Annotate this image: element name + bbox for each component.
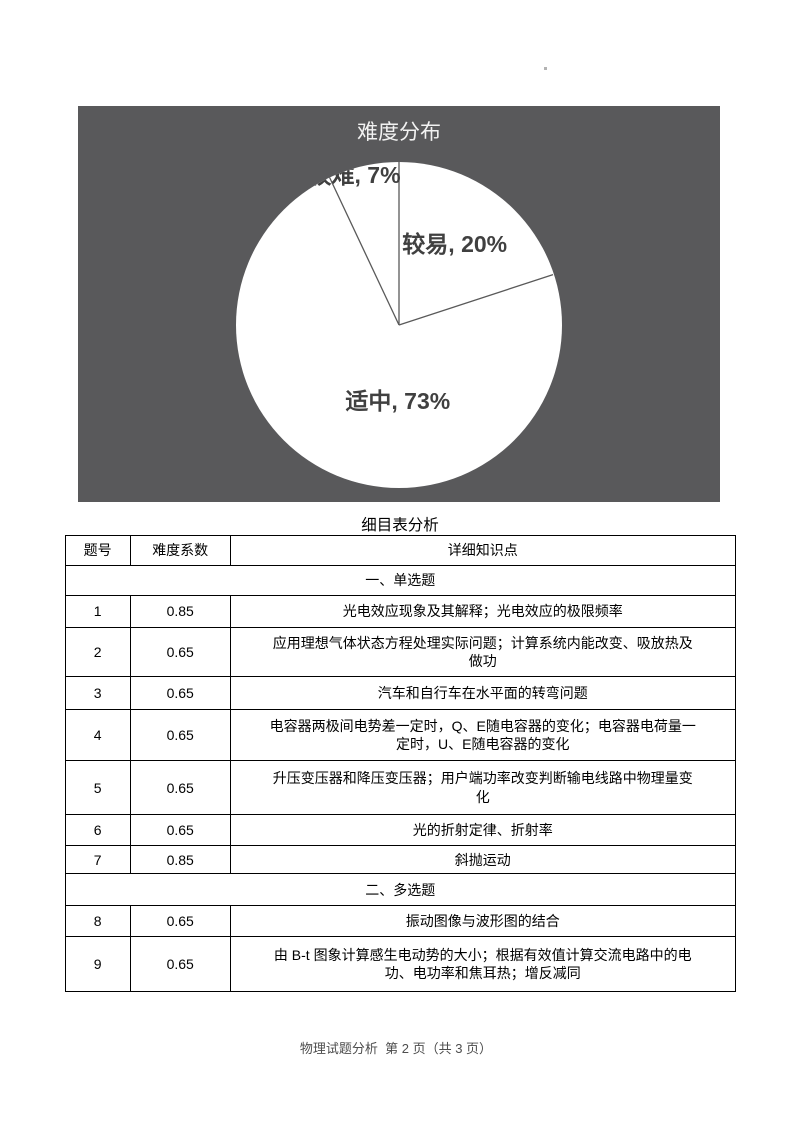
svg-text:较难, 7%: 较难, 7% xyxy=(309,162,401,188)
svg-text:适中, 73%: 适中, 73% xyxy=(345,388,450,414)
svg-text:较易, 20%: 较易, 20% xyxy=(402,231,507,257)
